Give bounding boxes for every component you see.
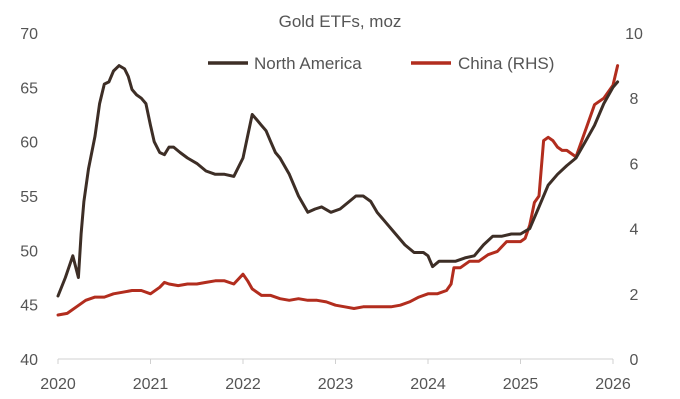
chart-title: Gold ETFs, moz [279, 12, 402, 31]
y-tick-label-left: 40 [20, 352, 38, 369]
x-tick-label: 2022 [225, 376, 261, 393]
y-tick-label-left: 65 [20, 80, 38, 97]
y-tick-label-left: 45 [20, 298, 38, 315]
x-axis: 2020 2021 2022 2023 2024 2025 2026 [40, 359, 631, 393]
y-tick-label-right: 6 [630, 156, 639, 173]
x-tick-label: 2020 [40, 376, 76, 393]
y-tick-label-right: 0 [630, 352, 639, 369]
series-line-north-america [56, 64, 620, 298]
series-line-china-rhs [56, 64, 620, 317]
y-axis-left: 40 45 50 55 60 65 70 [20, 26, 38, 369]
y-tick-label-left: 50 [20, 243, 38, 260]
y-tick-label-right: 2 [630, 287, 639, 304]
x-tick-label: 2026 [595, 376, 631, 393]
x-tick-label: 2021 [133, 376, 169, 393]
legend-label-china: China (RHS) [458, 54, 554, 73]
plot-area [56, 64, 620, 317]
y-tick-label-left: 55 [20, 189, 38, 206]
x-tick-label: 2025 [503, 376, 539, 393]
y-tick-label-left: 60 [20, 135, 38, 152]
y-tick-label-right: 4 [630, 222, 639, 239]
legend: North America China (RHS) [208, 54, 554, 73]
y-tick-label-right: 8 [630, 91, 639, 108]
x-tick-label: 2023 [318, 376, 354, 393]
x-tick-label: 2024 [410, 376, 446, 393]
y-tick-label-left: 70 [20, 26, 38, 43]
legend-label-north-america: North America [254, 54, 362, 73]
y-axis-right: 0 2 4 6 8 10 [625, 26, 643, 369]
y-tick-label-right: 10 [625, 26, 643, 43]
